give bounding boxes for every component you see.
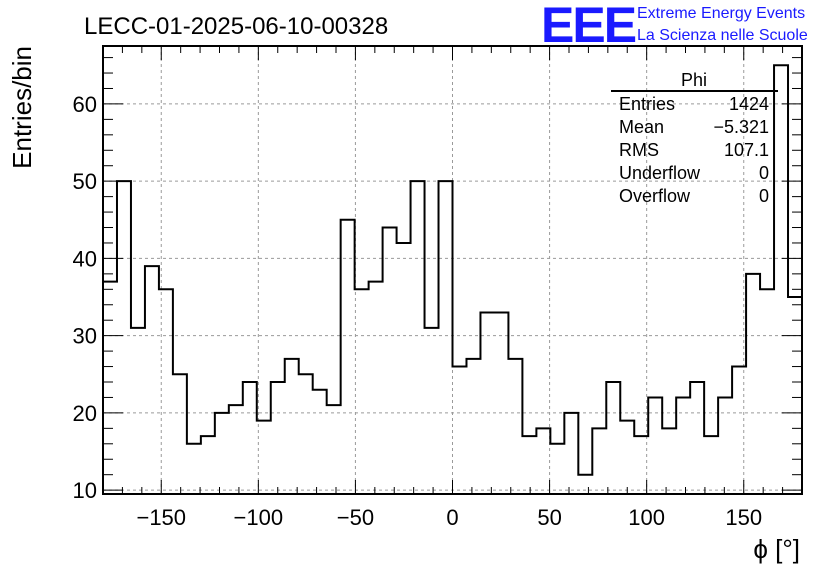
stats-rows: Entries 1424 Mean −5.321 RMS 107.1 Underflow 0 O… (619, 94, 769, 206)
histogram-series (103, 64, 802, 476)
stats-row-value: −5.321 (713, 117, 769, 137)
y-tick-label: 20 (73, 401, 97, 426)
chart-title: LECC-01-2025-06-10-00328 (84, 13, 388, 40)
stats-row-value: 107.1 (724, 140, 769, 160)
y-tick-labels: 10 20 30 40 50 60 (73, 92, 97, 503)
y-tick-label: 50 (73, 169, 97, 194)
x-tick-labels: −150 −100 −50 0 50 100 150 (136, 505, 762, 530)
y-axis-title: Entries/bin (7, 46, 37, 169)
x-tick-label: −100 (234, 505, 284, 530)
x-tick-label: 100 (628, 505, 665, 530)
stats-row-label: RMS (619, 140, 659, 160)
eee-logo: EEE Extreme Energy Events La Scienza nel… (541, 0, 808, 53)
stats-box: Phi Entries 1424 Mean −5.321 RMS 107.1 Underfl… (611, 70, 778, 206)
x-tick-label: 50 (537, 505, 561, 530)
stats-row-value: 1424 (729, 94, 769, 114)
y-tick-label: 10 (73, 478, 97, 503)
x-tick-label: 150 (725, 505, 762, 530)
axis-ticks (102, 46, 803, 494)
x-tick-label: −50 (337, 505, 374, 530)
stats-row-value: 0 (759, 163, 769, 183)
x-tick-label: 0 (446, 505, 458, 530)
eee-logo-mark: EEE (541, 0, 636, 53)
stats-row-label: Underflow (619, 163, 701, 183)
logo-line-2: La Scienza nelle Scuole (637, 27, 808, 44)
x-axis-title: ϕ [°] (753, 534, 800, 564)
y-tick-label: 60 (73, 92, 97, 117)
stats-row-label: Entries (619, 94, 675, 114)
stats-row-label: Mean (619, 117, 664, 137)
y-tick-label: 40 (73, 246, 97, 271)
stats-row-label: Overflow (619, 186, 691, 206)
grid-lines (103, 46, 802, 494)
logo-line-1: Extreme Energy Events (637, 5, 805, 22)
y-tick-label: 30 (73, 324, 97, 349)
x-tick-label: −150 (136, 505, 186, 530)
stats-row-value: 0 (759, 186, 769, 206)
stats-title: Phi (681, 70, 707, 90)
